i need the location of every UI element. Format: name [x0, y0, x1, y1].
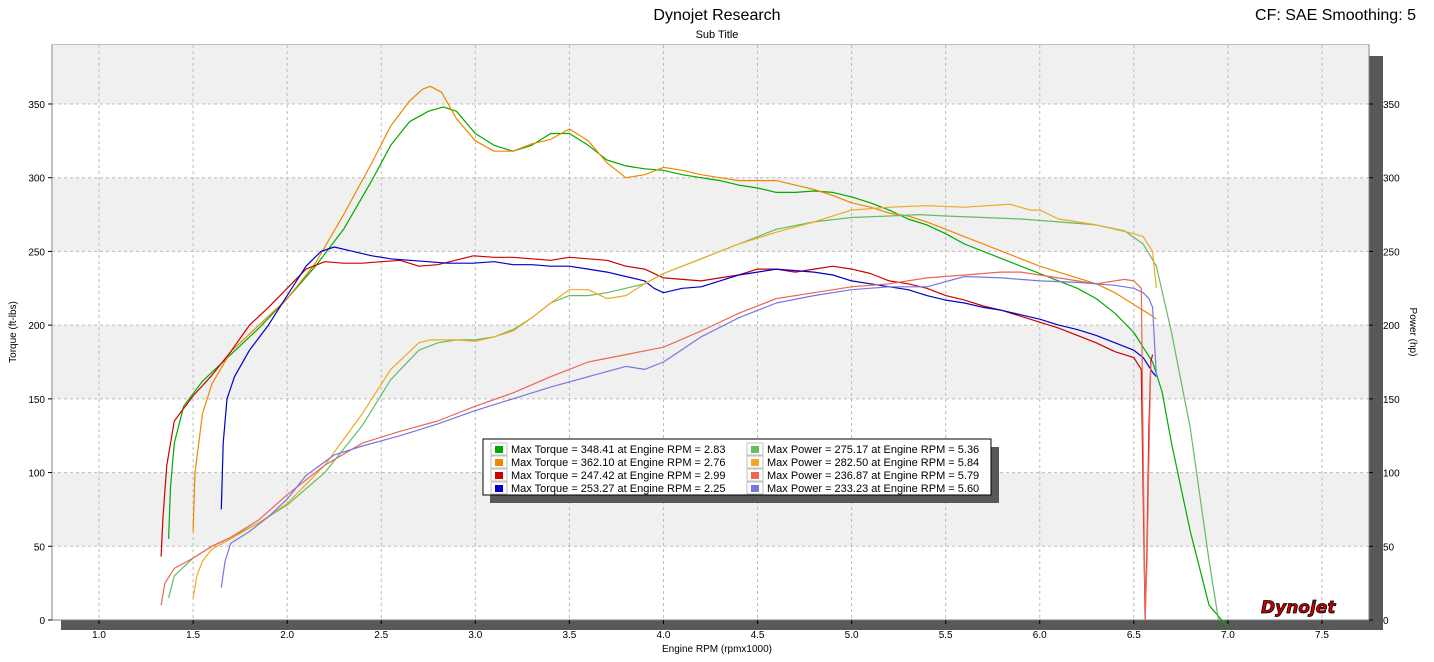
- x-tick-label: 4.0: [657, 630, 671, 641]
- y-tick-label-right: 300: [1383, 174, 1400, 185]
- x-tick-label: 5.5: [939, 630, 953, 641]
- dynojet-logo-text: Dynojet: [1261, 598, 1336, 618]
- y-tick-label-left: 100: [28, 469, 45, 480]
- x-tick-label: 6.5: [1127, 630, 1141, 641]
- y-tick-label-left: 250: [28, 247, 45, 258]
- y-tick-label-left: 200: [28, 321, 45, 332]
- chart-subtitle: Sub Title: [695, 29, 739, 41]
- x-tick-label: 2.5: [374, 630, 388, 641]
- y-tick-label-left: 0: [39, 616, 45, 627]
- x-tick-label: 7.0: [1221, 630, 1235, 641]
- legend-entry: Max Power = 233.23 at Engine RPM = 5.60: [767, 483, 979, 495]
- power-series-line: [220, 275, 1157, 588]
- x-tick-label: 1.0: [92, 630, 106, 641]
- x-tick-label: 2.0: [280, 630, 294, 641]
- legend-entry: Max Power = 282.50 at Engine RPM = 5.84: [767, 457, 979, 469]
- chart-title: Dynojet Research: [653, 7, 781, 24]
- legend-swatch: [495, 446, 503, 453]
- legend-entry: Max Torque = 247.42 at Engine RPM = 2.99: [511, 470, 725, 482]
- y-tick-label-right: 250: [1383, 247, 1400, 258]
- x-tick-label: 6.0: [1033, 630, 1047, 641]
- legend-swatch: [751, 472, 759, 479]
- torque-series-line: [220, 246, 1157, 510]
- y-tick-label-right: 150: [1383, 395, 1400, 406]
- data-series: [160, 85, 1229, 628]
- legend-swatch: [751, 485, 759, 492]
- y-tick-label-left: 150: [28, 395, 45, 406]
- y-axis-left-label: Torque (ft-lbs): [8, 301, 19, 363]
- y-tick-label-right: 200: [1383, 321, 1400, 332]
- y-tick-label-right: 100: [1383, 469, 1400, 480]
- y-tick-label-left: 50: [34, 542, 46, 553]
- torque-series-line: [168, 106, 1229, 628]
- axes: 1.0 1.5 2.0 2.5 3.0 3.5 4.0 4.5 5.0 5.5 6.0 6.5 7.0 7…: [28, 100, 1400, 641]
- x-tick-label: 7.5: [1315, 630, 1329, 641]
- grid-band: [53, 177, 1368, 252]
- x-tick-label: 1.5: [186, 630, 200, 641]
- legend-swatch: [751, 446, 759, 453]
- power-series-line: [160, 271, 1152, 621]
- y-tick-label-right: 350: [1383, 100, 1400, 111]
- legend-box: [482, 438, 992, 496]
- legend-entry: Max Torque = 362.10 at Engine RPM = 2.76: [511, 457, 725, 469]
- x-tick-label: 3.0: [468, 630, 482, 641]
- x-axis-label: Engine RPM (rpmx1000): [662, 644, 772, 655]
- grid-band: [53, 45, 1368, 104]
- legend-swatch: [495, 485, 503, 492]
- legend-entry: Max Power = 275.17 at Engine RPM = 5.36: [767, 444, 979, 456]
- legend: Max Torque = 348.41 at Engine RPM = 2.83…: [490, 442, 979, 495]
- legend-entry: Max Power = 236.87 at Engine RPM = 5.79: [767, 470, 979, 482]
- y-axis-right-label: Power (hp): [1407, 308, 1418, 357]
- x-tick-label: 4.5: [751, 630, 765, 641]
- y-tick-label-right: 50: [1383, 542, 1395, 553]
- legend-swatch: [495, 472, 503, 479]
- grid-band: [53, 325, 1368, 399]
- x-tick-label: 3.5: [562, 630, 576, 641]
- legend-entry: Max Torque = 348.41 at Engine RPM = 2.83: [511, 444, 725, 456]
- y-tick-label-left: 300: [28, 174, 45, 185]
- torque-series-line: [192, 85, 1157, 532]
- y-tick-label-right: 0: [1383, 616, 1389, 627]
- x-tick-label: 5.0: [845, 630, 859, 641]
- dynojet-logo: Dynojet: [1261, 598, 1337, 619]
- legend-swatch: [495, 459, 503, 466]
- y-tick-label-left: 350: [28, 100, 45, 111]
- correction-factor-label: CF: SAE Smoothing: 5: [1255, 7, 1416, 24]
- legend-entry: Max Torque = 253.27 at Engine RPM = 2.25: [511, 483, 725, 495]
- torque-series-line: [160, 255, 1154, 621]
- legend-swatch: [751, 459, 759, 466]
